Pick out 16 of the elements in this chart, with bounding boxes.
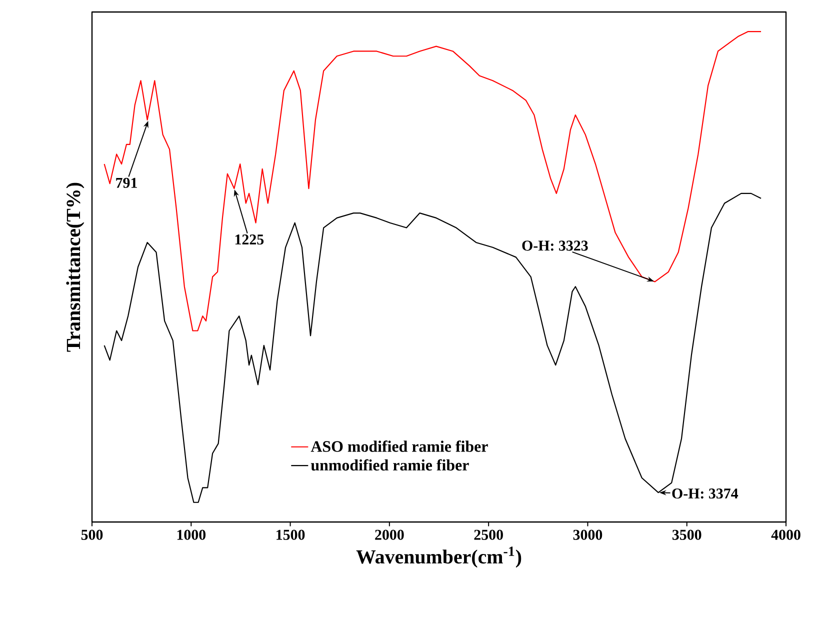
legend-label: unmodified ramie fiber [310,459,469,471]
annotation: O-H: 3374 [672,488,738,499]
x-tick-label: 2000 [375,530,404,540]
x-tick-label: 1000 [177,530,206,540]
x-tick-label: 500 [81,530,103,540]
x-tick-label: 1500 [276,530,305,540]
annotation: 1225 [235,234,264,245]
x-tick-label: 4000 [771,530,800,540]
x-tick-label: 3000 [573,530,602,540]
x-axis-title: Wavenumber(cm$^{-1}$) [356,546,522,568]
annotation: O-H: 3323 [522,240,588,251]
x-tick-label: 3500 [672,530,702,540]
x-tick-label: 2500 [474,530,503,540]
y-axis-title: Transmittance(T%) [66,182,84,352]
annotation: 791 [116,178,137,188]
legend-label: ASO modified ramie fiber [310,440,488,452]
